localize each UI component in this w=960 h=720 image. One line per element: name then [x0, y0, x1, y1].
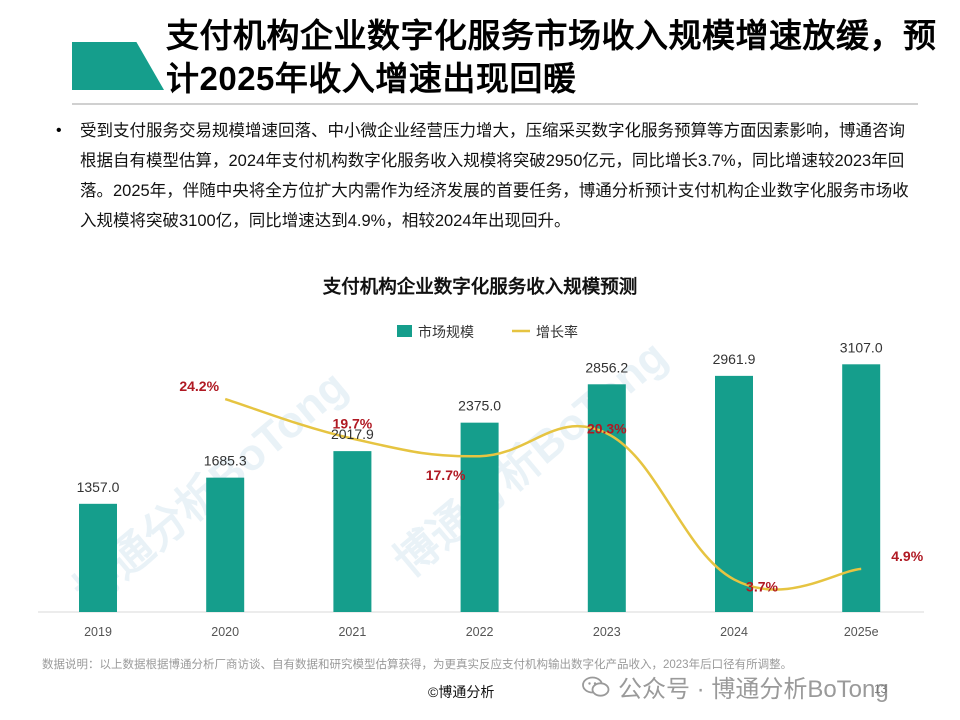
bar-value-2024: 2961.9: [713, 351, 756, 367]
summary-paragraph: 受到支付服务交易规模增速回落、中小微企业经营压力增大，压缩采买数字化服务预算等方…: [80, 122, 909, 230]
watermark-text: 博通分析BoTong: [385, 331, 676, 586]
rate-value-2024: 3.7%: [746, 578, 778, 594]
source-note: 数据说明：以上数据根据博通分析厂商访谈、自有数据和研究模型估算获得，为更真实反应…: [42, 659, 793, 671]
rate-value-2022: 17.7%: [426, 467, 466, 483]
footer-brand: ©博通分析: [428, 684, 495, 700]
growth-rate-line: [224, 397, 862, 591]
legend-label-line: 增长率: [536, 324, 578, 340]
bar-value-2021: 2017.9: [331, 426, 374, 442]
title-divider: [72, 103, 918, 105]
bar-value-2019: 1357.0: [77, 479, 120, 495]
bar-2021: [333, 451, 372, 612]
bullet-icon: •: [56, 122, 62, 139]
x-tick-2019: 2019: [84, 625, 112, 639]
bar-2022: [460, 422, 499, 612]
x-axis-tick-labels: 2019 2020 2021 2022 2023 2024 2025e: [84, 625, 879, 639]
chart-legend: 市场规模 增长率: [397, 324, 578, 340]
wechat-account[interactable]: 公众号 · 博通分析BoTong: [582, 669, 889, 704]
rate-value-2025e: 4.9%: [891, 548, 923, 564]
legend-label-bar: 市场规模: [418, 324, 474, 340]
bar-2024: [715, 375, 753, 612]
chart-title: 支付机构企业数字化服务收入规模预测: [322, 276, 638, 297]
x-tick-2025e: 2025e: [844, 625, 879, 639]
bar-value-2022: 2375.0: [458, 398, 501, 414]
x-tick-2022: 2022: [466, 625, 494, 639]
bar-2023: [587, 384, 626, 612]
rate-value-2020: 24.2%: [179, 378, 219, 394]
bar-data-labels: 1357.0 1685.3 2017.9 2375.0 2856.2 2961.9 3107…: [77, 339, 883, 495]
x-tick-2021: 2021: [338, 625, 366, 639]
x-tick-2020: 2020: [211, 625, 239, 639]
x-tick-2024: 2024: [720, 625, 748, 639]
rate-value-2021: 19.7%: [333, 416, 373, 432]
wechat-icon: [582, 676, 610, 697]
bar-2019: [79, 503, 117, 612]
rate-data-labels: 24.2% 19.7% 17.7% 20.3% 3.7% 4.9%: [179, 378, 923, 594]
bar-value-2023: 2856.2: [585, 359, 628, 375]
bar-2020: [206, 477, 245, 612]
bar-value-2025e: 3107.0: [840, 339, 883, 355]
wechat-label: 公众号 · 博通分析BoTong: [618, 676, 889, 703]
page-number: 13: [874, 682, 888, 696]
bar-value-2020: 1685.3: [204, 453, 247, 469]
legend-swatch-bar: [397, 325, 412, 337]
x-tick-2023: 2023: [593, 625, 621, 639]
bar-2025e: [842, 364, 881, 612]
rate-value-2023: 20.3%: [587, 420, 627, 436]
page-title: 支付机构企业数字化服务市场收入规模增速放缓，预计2025年收入增速出现回暖: [166, 17, 937, 97]
